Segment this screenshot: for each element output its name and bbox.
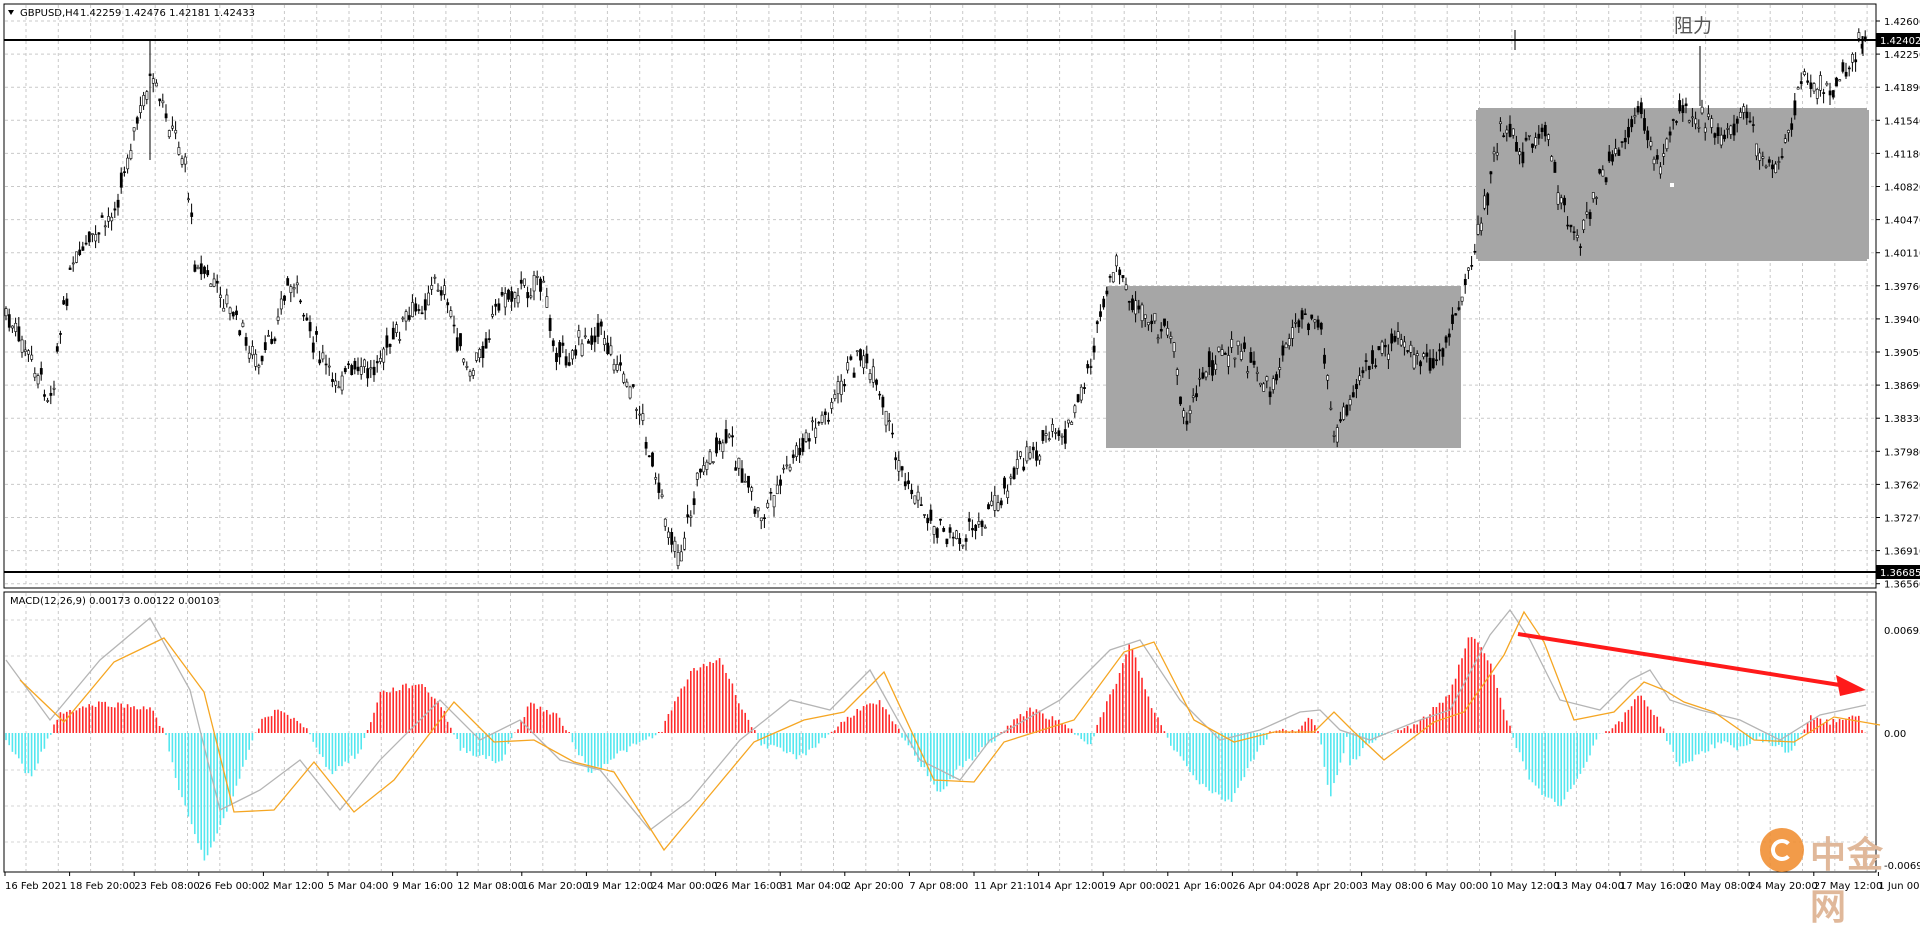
time-tick: 19 Apr 00:00 <box>1103 881 1168 892</box>
time-tick: 26 Apr 04:00 <box>1232 881 1297 892</box>
price-candles <box>4 28 1867 570</box>
macd-tick: -0.00697 <box>1884 861 1920 872</box>
zone-handles[interactable] <box>1474 106 1871 263</box>
time-tick: 13 May 04:00 <box>1555 881 1624 892</box>
price-tick: 1.41890 <box>1884 83 1920 94</box>
price-tick: 1.37270 <box>1884 514 1920 525</box>
macd-panel-frame <box>3 591 1877 873</box>
time-tick: 26 Feb 00:00 <box>199 881 265 892</box>
price-axis: 1.42600 1.42250 1.41890 1.41540 1.41180 1.408… <box>1876 17 1920 591</box>
price-tick: 1.38330 <box>1884 414 1920 425</box>
time-tick: 23 Feb 08:00 <box>134 881 200 892</box>
resistance-label: 阻力 <box>1674 15 1712 37</box>
time-tick: 19 Mar 12:00 <box>586 881 653 892</box>
macd-axis: 0.00695 0.00 -0.00697 <box>1884 626 1920 872</box>
price-tick: 1.39760 <box>1884 282 1920 293</box>
price-tick: 1.37620 <box>1884 480 1920 491</box>
time-tick: 31 Mar 04:00 <box>780 881 847 892</box>
price-tick: 1.36560 <box>1884 580 1920 591</box>
time-tick: 7 Apr 08:00 <box>909 881 968 892</box>
time-tick: 28 Apr 20:00 <box>1297 881 1362 892</box>
time-tick: 18 Feb 20:00 <box>70 881 136 892</box>
price-tick: 1.40470 <box>1884 216 1920 227</box>
time-tick: 12 Mar 08:00 <box>457 881 524 892</box>
time-tick: 16 Feb 2021 <box>5 881 67 892</box>
time-tick: 5 Mar 04:00 <box>328 881 388 892</box>
price-tick: 1.40110 <box>1884 249 1920 260</box>
consolidation-zone-1 <box>1106 286 1461 448</box>
macd-tick: 0.00695 <box>1884 626 1920 637</box>
macd-histogram <box>5 637 1866 861</box>
time-tick: 11 Apr 21:10 <box>974 881 1039 892</box>
divergence-arrow <box>1517 632 1866 696</box>
watermark: 中金网 <box>1758 826 1908 928</box>
macd-label: MACD(12,26,9) 0.00173 0.00122 0.00103 <box>10 596 220 607</box>
watermark-text: 中金网 <box>1810 835 1885 928</box>
time-tick: 27 May 12:00 <box>1814 881 1883 892</box>
resistance-price-tag-bg <box>1876 33 1920 47</box>
time-tick: 17 May 16:00 <box>1620 881 1689 892</box>
symbol-menu-icon[interactable] <box>8 10 14 15</box>
watermark-logo-icon <box>1760 828 1804 872</box>
trading-chart[interactable]: 阻力 GBPUSD,H4 1.42259 1.42476 1.42181 1.4… <box>0 0 1920 900</box>
time-tick: 9 Mar 16:00 <box>393 881 453 892</box>
time-tick: 1 Jun 00:00 <box>1878 881 1920 892</box>
support-price-tag: 1.36685 <box>1880 568 1920 579</box>
time-tick: 2 Apr 20:00 <box>845 881 904 892</box>
time-tick: 24 May 20:00 <box>1749 881 1818 892</box>
price-tick: 1.42250 <box>1884 50 1920 61</box>
price-panel-frame <box>3 3 1877 589</box>
price-tick: 1.39400 <box>1884 315 1920 326</box>
price-tick: 1.41540 <box>1884 116 1920 127</box>
price-tick: 1.42600 <box>1884 17 1920 28</box>
price-tick: 1.38690 <box>1884 381 1920 392</box>
resistance-price-tag: 1.42402 <box>1880 36 1920 47</box>
macd-tick: 0.00 <box>1884 729 1906 740</box>
time-tick: 2 Mar 12:00 <box>263 881 323 892</box>
time-tick: 20 May 08:00 <box>1685 881 1754 892</box>
macd-main-line <box>5 608 1867 831</box>
time-tick: 6 May 00:00 <box>1426 881 1488 892</box>
symbol-label: GBPUSD,H4 <box>20 8 79 19</box>
price-tick: 1.37980 <box>1884 447 1920 458</box>
time-tick: 26 Mar 16:00 <box>716 881 783 892</box>
price-tick: 1.41180 <box>1884 149 1920 160</box>
time-tick: 3 May 08:00 <box>1362 881 1424 892</box>
time-tick: 24 Mar 00:00 <box>651 881 718 892</box>
support-price-tag-bg <box>1876 565 1920 579</box>
macd-signal-line <box>19 610 1881 852</box>
time-tick: 21 Apr 16:00 <box>1168 881 1233 892</box>
price-tick: 1.36910 <box>1884 547 1920 558</box>
time-tick: 14 Apr 12:00 <box>1039 881 1104 892</box>
time-tick: 10 May 12:00 <box>1491 881 1560 892</box>
price-tick: 1.40820 <box>1884 183 1920 194</box>
ohlc-values: 1.42259 1.42476 1.42181 1.42433 <box>80 8 255 19</box>
price-tick: 1.39050 <box>1884 348 1920 359</box>
time-tick: 16 Mar 20:00 <box>522 881 589 892</box>
